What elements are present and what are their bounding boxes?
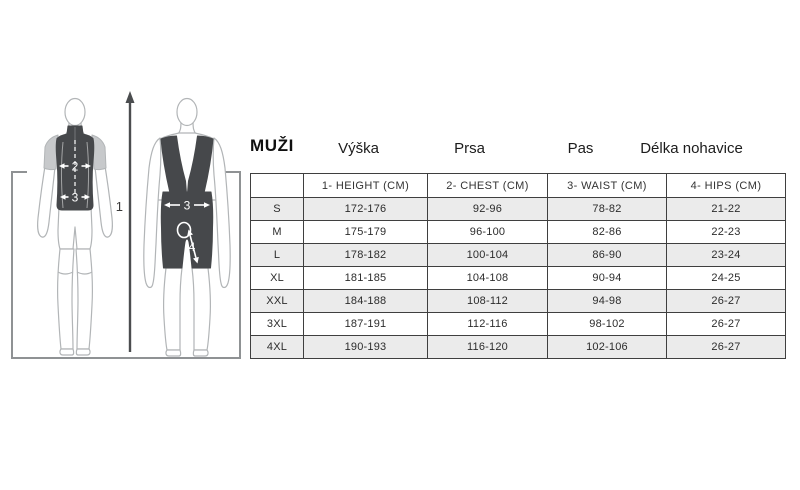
right-sock-line (76, 271, 93, 275)
table-cell: 181-185 (303, 266, 428, 290)
bib-figure-right-leg (191, 267, 211, 351)
jersey-figure-right-leg (75, 248, 93, 350)
table-cell: 108-112 (427, 289, 548, 313)
jersey-right-seam (86, 141, 89, 209)
table-cell: 187-191 (303, 312, 428, 336)
chest-measure-arrows (59, 163, 91, 169)
subheader-hips-cell: 4- HIPS (CM) (666, 173, 786, 198)
table-cell: 112-116 (427, 312, 548, 336)
table-cell: 175-179 (303, 220, 428, 244)
bib-shorts-body (160, 191, 214, 269)
table-cell: 82-86 (547, 220, 667, 244)
table-cell: 26-27 (666, 335, 786, 359)
measurement-figures-diagram: 1 (11, 91, 241, 359)
table-cell: 94-98 (547, 289, 667, 313)
table-row-4xl: 4XL 190-193 116-120 102-106 26-27 (250, 335, 786, 359)
inseam-marker-label: 4 (189, 240, 196, 254)
size-cell: XL (250, 266, 304, 290)
subheader-height-cell: 1- HEIGHT (CM) (303, 173, 428, 198)
table-cell: 90-94 (547, 266, 667, 290)
jersey-figure-right-arm (94, 159, 113, 238)
bib-left-strap (160, 135, 187, 194)
jersey-figure-shorts (57, 205, 93, 250)
bib-figure-head (176, 97, 198, 127)
size-cell: 3XL (250, 312, 304, 336)
table-cell: 190-193 (303, 335, 428, 359)
chest-marker-label: 2 (72, 160, 79, 174)
bib-figure-left-foot (165, 349, 182, 357)
jersey-left-seam (61, 141, 64, 209)
bib-figure-left-leg (163, 267, 183, 351)
table-cell: 102-106 (547, 335, 667, 359)
table-cell: 22-23 (666, 220, 786, 244)
table-cell: 26-27 (666, 312, 786, 336)
table-row-m: M 175-179 96-100 82-86 22-23 (250, 220, 786, 244)
column-headers-row: Výška Prsa Pas Délka nohavice (303, 139, 747, 159)
header-waist: Pas (567, 140, 594, 157)
table-cell: 116-120 (427, 335, 548, 359)
size-cell: 4XL (250, 335, 304, 359)
table-row-xxl: XXL 184-188 108-112 94-98 26-27 (250, 289, 786, 313)
jersey-figure-right-foot (75, 348, 91, 356)
height-marker-label: 1 (116, 199, 123, 214)
table-cell: 172-176 (303, 197, 428, 221)
size-cell: XXL (250, 289, 304, 313)
jersey-waist-marker-label: 3 (72, 191, 79, 205)
inseam-measure-arrow (187, 229, 199, 264)
jersey-figure: 2 3 (37, 97, 113, 356)
size-cell: L (250, 243, 304, 267)
subheader-chest-cell: 2- CHEST (CM) (427, 173, 548, 198)
table-row-s: S 172-176 92-96 78-82 21-22 (250, 197, 786, 221)
bib-shorts-figure: 3 4 (143, 97, 231, 357)
size-table: 1- HEIGHT (CM) 2- CHEST (CM) 3- WAIST (C… (250, 173, 786, 359)
table-cell: 178-182 (303, 243, 428, 267)
table-row-l: L 178-182 100-104 86-90 23-24 (250, 243, 786, 267)
table-cell: 23-24 (666, 243, 786, 267)
group-title-men: MUŽI (250, 136, 294, 155)
table-row-xl: XL 181-185 104-108 90-94 24-25 (250, 266, 786, 290)
bib-figure-right-foot (192, 349, 209, 357)
header-chest: Prsa (454, 140, 485, 157)
subheader-waist-cell: 3- WAIST (CM) (547, 173, 667, 198)
jersey-waist-measure-arrows (60, 194, 90, 200)
header-leg-length: Délka nohavice (640, 140, 743, 157)
bib-figure-left-arm (143, 137, 162, 289)
jersey-figure-left-foot (59, 348, 75, 356)
bib-waist-measure-arrows (164, 202, 210, 208)
left-sock-line (57, 271, 74, 275)
table-cell: 92-96 (427, 197, 548, 221)
table-cell: 184-188 (303, 289, 428, 313)
size-cell: S (250, 197, 304, 221)
jersey-left-sleeve (43, 134, 59, 171)
table-cell: 96-100 (427, 220, 548, 244)
measure-frame-bracket (11, 171, 241, 359)
table-cell: 104-108 (427, 266, 548, 290)
jersey-figure-head (64, 97, 86, 127)
header-height: Výška (338, 140, 379, 157)
table-cell: 100-104 (427, 243, 548, 267)
table-cell: 26-27 (666, 289, 786, 313)
table-cell: 24-25 (666, 266, 786, 290)
height-arrow: 1 (116, 91, 135, 352)
jersey-right-sleeve (91, 134, 107, 171)
bib-waist-marker-label: 3 (184, 199, 191, 213)
size-cell: M (250, 220, 304, 244)
jersey-figure-left-arm (37, 159, 56, 238)
bib-figure-right-arm (212, 137, 231, 289)
table-cell: 78-82 (547, 197, 667, 221)
subheader-empty-cell (250, 173, 304, 198)
table-cell: 98-102 (547, 312, 667, 336)
table-row-3xl: 3XL 187-191 112-116 98-102 26-27 (250, 312, 786, 336)
table-cell: 86-90 (547, 243, 667, 267)
table-subheader-row: 1- HEIGHT (CM) 2- CHEST (CM) 3- WAIST (C… (250, 173, 786, 198)
bib-right-strap (187, 135, 214, 194)
table-cell: 21-22 (666, 197, 786, 221)
jersey-figure-left-leg (57, 248, 75, 350)
inseam-circle (176, 221, 192, 239)
